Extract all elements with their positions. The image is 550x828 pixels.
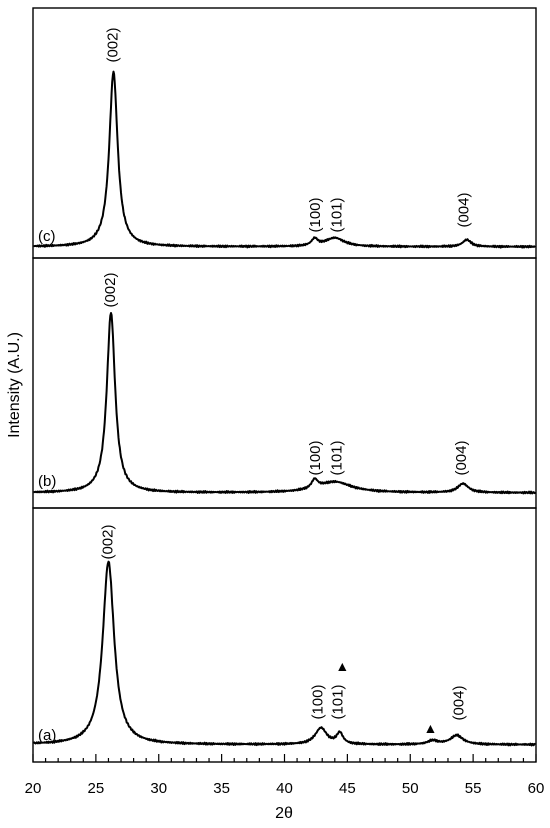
x-tick-label: 20 bbox=[25, 780, 42, 797]
peak-label: (100) bbox=[307, 197, 324, 232]
x-tick-label: 35 bbox=[213, 780, 230, 797]
x-tick-label: 55 bbox=[465, 780, 482, 797]
peak-label: (004) bbox=[453, 440, 470, 475]
xrd-trace-c bbox=[33, 70, 536, 249]
peak-label: (101) bbox=[328, 440, 345, 475]
peak-label: (002) bbox=[104, 27, 121, 62]
x-tick-label: 50 bbox=[402, 780, 419, 797]
y-axis-title: Intensity (A.U.) bbox=[6, 332, 23, 438]
peak-label: (100) bbox=[307, 440, 324, 475]
peak-label: (002) bbox=[102, 272, 119, 307]
x-tick-label: 60 bbox=[528, 780, 545, 797]
xrd-trace-b bbox=[33, 312, 537, 495]
x-axis-title: 2θ bbox=[275, 805, 293, 822]
triangle-marker-icon: ▲ bbox=[335, 658, 349, 674]
peak-label: (004) bbox=[450, 685, 467, 720]
peak-label: (100) bbox=[309, 684, 326, 719]
xrd-trace-a bbox=[32, 560, 536, 747]
panel-label-c: (c) bbox=[38, 228, 56, 245]
triangle-marker-icon: ▲ bbox=[423, 720, 437, 736]
peak-label: (002) bbox=[99, 524, 116, 559]
x-tick-label: 45 bbox=[339, 780, 356, 797]
x-tick-label: 30 bbox=[150, 780, 167, 797]
panel-label-b: (b) bbox=[38, 473, 56, 490]
peak-annotations: (002) (100) (101) (004) (002) (100) (101… bbox=[99, 27, 472, 720]
peak-label: (004) bbox=[455, 192, 472, 227]
peak-label: (101) bbox=[330, 684, 347, 719]
x-tick-label: 25 bbox=[88, 780, 105, 797]
x-axis-ticks bbox=[32, 754, 537, 762]
peak-label: (101) bbox=[328, 197, 345, 232]
x-tick-label: 40 bbox=[276, 780, 293, 797]
panel-label-a: (a) bbox=[38, 727, 56, 744]
